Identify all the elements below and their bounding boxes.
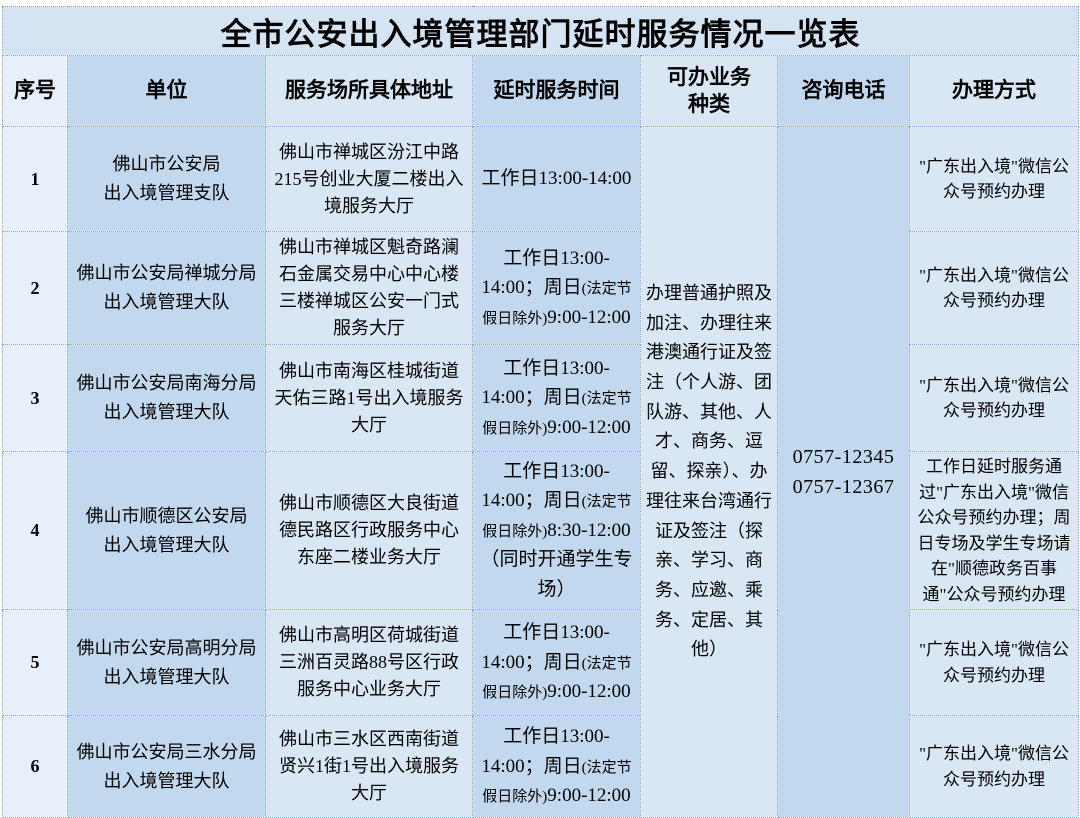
method-cell: "广东出入境"微信公众号预约办理 — [908, 609, 1080, 716]
page: 全市公安出入境管理部门延时服务情况一览表 序号 单位 服务场所具体地址 延时服务… — [0, 6, 1080, 818]
time-cell: 工作日13:00-14:00；周日(法定节假日除外)8:30-12:00（同时开… — [472, 451, 641, 610]
unit-cell: 佛山市顺德区公安局 出入境管理大队 — [67, 451, 266, 610]
address-cell: 佛山市南海区桂城街道天佑三路1号出入境服务大厅 — [265, 344, 473, 452]
time-main: 工作日13:00-14:00；周日 — [481, 622, 610, 673]
time-cell: 工作日13:00-14:00；周日(法定节假日除外)9:00-12:00 — [472, 609, 641, 716]
col-header-unit: 单位 — [67, 55, 266, 127]
title-row: 全市公安出入境管理部门延时服务情况一览表 — [1, 6, 1080, 56]
row-number: 4 — [2, 451, 68, 610]
address-cell: 佛山市三水区西南街道贤兴1街1号出入境服务大厅 — [265, 715, 473, 818]
time-extra: 9:00-12:00 — [547, 416, 631, 438]
business-types-cell: 办理普通护照及加注、办理往来港澳通行证及签注（个人游、团队游、其他、人才、商务、… — [640, 126, 778, 818]
address-cell: 佛山市顺德区大良街道德民路区行政服务中心东座二楼业务大厅 — [265, 451, 473, 610]
row-number: 6 — [2, 715, 68, 818]
table-row: 1 佛山市公安局 出入境管理支队 佛山市禅城区汾江中路215号创业大厦二楼出入境… — [2, 126, 1080, 818]
time-extra: 9:00-12:00 — [547, 785, 631, 807]
row-number: 1 — [2, 126, 68, 232]
method-cell: "广东出入境"微信公众号预约办理 — [908, 231, 1080, 345]
address-cell: 佛山市高明区荷城街道三洲百灵路88号区行政服务中心业务大厅 — [265, 609, 473, 716]
time-note: (法定节假日除外) — [482, 655, 632, 702]
row-number: 5 — [2, 609, 68, 716]
col-header-time: 延时服务时间 — [472, 55, 641, 127]
row-number: 2 — [2, 231, 68, 345]
col-header-no: 序号 — [2, 55, 68, 127]
time-main: 工作日13:00-14:00；周日 — [481, 460, 610, 512]
time-note: (法定节假日除外) — [482, 494, 632, 540]
unit-cell: 佛山市公安局高明分局 出入境管理大队 — [67, 609, 266, 716]
phone-cell: 0757-12345 0757-12367 — [777, 126, 910, 818]
unit-cell: 佛山市公安局南海分局 出入境管理大队 — [67, 344, 266, 452]
row-number: 3 — [2, 344, 68, 452]
col-header-address: 服务场所具体地址 — [265, 55, 473, 127]
method-cell: "广东出入境"微信公众号预约办理 — [908, 344, 1080, 452]
time-note: (法定节假日除外) — [482, 281, 632, 327]
time-main: 工作日13:00-14:00；周日 — [481, 247, 610, 299]
table-row: 5 佛山市公安局高明分局 出入境管理大队 佛山市高明区荷城街道三洲百灵路88号区… — [2, 609, 1080, 716]
extended-service-table: 全市公安出入境管理部门延时服务情况一览表 序号 单位 服务场所具体地址 延时服务… — [1, 6, 1080, 818]
time-note: (法定节假日除外) — [482, 391, 632, 437]
unit-cell: 佛山市公安局禅城分局 出入境管理大队 — [67, 231, 266, 345]
time-cell: 工作日13:00-14:00 — [472, 126, 641, 232]
time-cell: 工作日13:00-14:00；周日(法定节假日除外)9:00-12:00 — [472, 715, 641, 818]
header-row: 序号 单位 服务场所具体地址 延时服务时间 可办业务 种类 咨询电话 办理方式 — [2, 55, 1080, 127]
col-header-business: 可办业务 种类 — [640, 55, 778, 127]
unit-cell: 佛山市公安局三水分局 出入境管理大队 — [67, 715, 266, 818]
table-row: 6 佛山市公安局三水分局 出入境管理大队 佛山市三水区西南街道贤兴1街1号出入境… — [2, 715, 1080, 818]
page-title: 全市公安出入境管理部门延时服务情况一览表 — [1, 6, 1080, 56]
col-header-method: 办理方式 — [908, 55, 1080, 127]
time-extra: 8:30-12:00（同时开通学生专场） — [480, 519, 633, 600]
method-cell: "广东出入境"微信公众号预约办理 — [908, 126, 1080, 232]
table-row: 4 佛山市顺德区公安局 出入境管理大队 佛山市顺德区大良街道德民路区行政服务中心… — [2, 451, 1080, 610]
time-main: 工作日13:00-14:00 — [481, 168, 632, 190]
address-cell: 佛山市禅城区魁奇路澜石金属交易中心中心楼三楼禅城区公安一门式服务大厅 — [265, 231, 473, 345]
table-row: 3 佛山市公安局南海分局 出入境管理大队 佛山市南海区桂城街道天佑三路1号出入境… — [2, 344, 1080, 452]
address-cell: 佛山市禅城区汾江中路215号创业大厦二楼出入境服务大厅 — [265, 126, 473, 232]
time-main: 工作日13:00-14:00；周日 — [481, 726, 610, 777]
time-main: 工作日13:00-14:00；周日 — [481, 357, 610, 409]
method-cell: "广东出入境"微信公众号预约办理 — [908, 715, 1080, 818]
time-cell: 工作日13:00-14:00；周日(法定节假日除外)9:00-12:00 — [472, 231, 641, 345]
time-extra: 9:00-12:00 — [547, 306, 631, 328]
col-header-phone: 咨询电话 — [777, 55, 910, 127]
table-row: 2 佛山市公安局禅城分局 出入境管理大队 佛山市禅城区魁奇路澜石金属交易中心中心… — [2, 231, 1080, 345]
time-note: (法定节假日除外) — [482, 759, 632, 806]
time-extra: 9:00-12:00 — [547, 681, 631, 703]
method-cell: 工作日延时服务通过"广东出入境"微信公众号预约办理；周日专场及学生专场请在"顺德… — [908, 451, 1080, 610]
unit-cell: 佛山市公安局 出入境管理支队 — [67, 126, 266, 232]
time-cell: 工作日13:00-14:00；周日(法定节假日除外)9:00-12:00 — [472, 344, 641, 452]
